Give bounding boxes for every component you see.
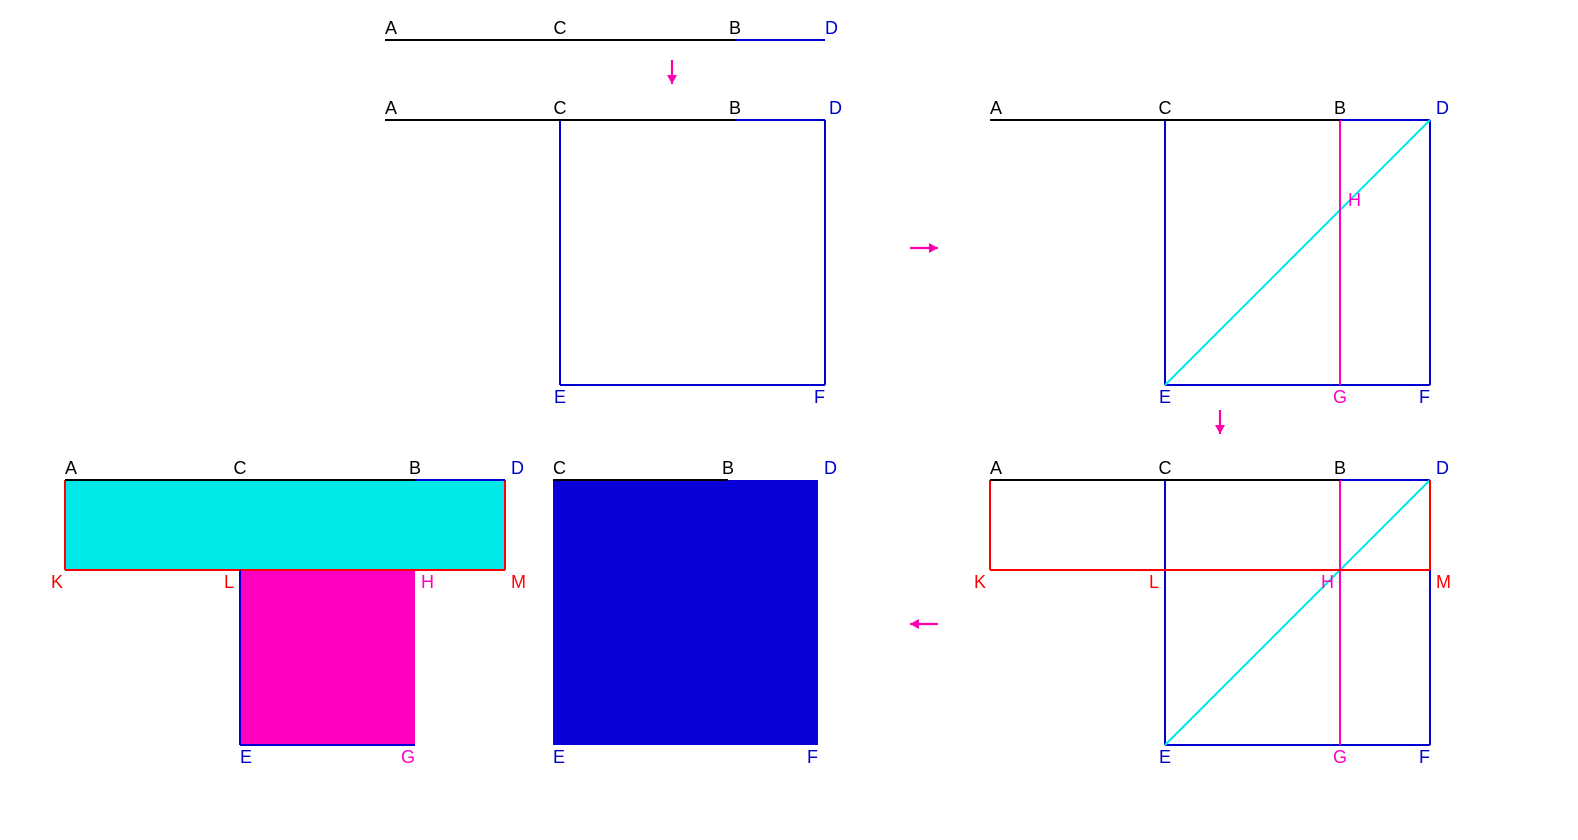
label-B: B	[1334, 458, 1346, 478]
label-C: C	[1159, 458, 1172, 478]
label-F: F	[814, 387, 825, 407]
label-L: L	[224, 572, 234, 592]
label-C: C	[1159, 98, 1172, 118]
label-E: E	[554, 387, 566, 407]
panel-2: A C B D E F	[385, 98, 842, 407]
panel-3: A C B D E F G H	[990, 98, 1449, 407]
label-B: B	[409, 458, 421, 478]
label-A: A	[990, 458, 1002, 478]
label-B: B	[1334, 98, 1346, 118]
label-B: B	[722, 458, 734, 478]
label-A: A	[990, 98, 1002, 118]
label-F: F	[1419, 387, 1430, 407]
label-M: M	[1436, 572, 1451, 592]
label-C: C	[553, 458, 566, 478]
label-D: D	[824, 458, 837, 478]
label-G: G	[1333, 387, 1347, 407]
label-E: E	[1159, 747, 1171, 767]
panel-4: A C B D E F G H K L M	[974, 458, 1451, 767]
label-M: M	[511, 572, 526, 592]
label-A: A	[385, 18, 397, 38]
label-E: E	[240, 747, 252, 767]
label-D: D	[511, 458, 524, 478]
label-C: C	[554, 98, 567, 118]
label-A: A	[385, 98, 397, 118]
label-C: C	[554, 18, 567, 38]
label-L: L	[1149, 572, 1159, 592]
panel-1: ACBD	[385, 18, 838, 40]
label-K: K	[51, 572, 63, 592]
label-G: G	[401, 747, 415, 767]
label-D: D	[1436, 458, 1449, 478]
label-F: F	[1419, 747, 1430, 767]
label-K: K	[974, 572, 986, 592]
panel-5: C B D E F	[553, 458, 837, 767]
label-E: E	[553, 747, 565, 767]
panel-6: A C B D K L H M E G	[51, 458, 526, 767]
diagram-canvas: A C B D A C B D E F A C B D E F G H A C B D E F G H K L M C B D E F A C B D K L…	[0, 0, 1578, 840]
label-H: H	[421, 572, 434, 592]
label-D: D	[825, 18, 838, 38]
label-A: A	[65, 458, 77, 478]
label-F: F	[807, 747, 818, 767]
label-E: E	[1159, 387, 1171, 407]
label-D: D	[829, 98, 842, 118]
label-H: H	[1321, 572, 1334, 592]
label-B: B	[729, 98, 741, 118]
label-D: D	[1436, 98, 1449, 118]
label-G: G	[1333, 747, 1347, 767]
label-C: C	[234, 458, 247, 478]
label-B: B	[729, 18, 741, 38]
label-H: H	[1348, 190, 1361, 210]
